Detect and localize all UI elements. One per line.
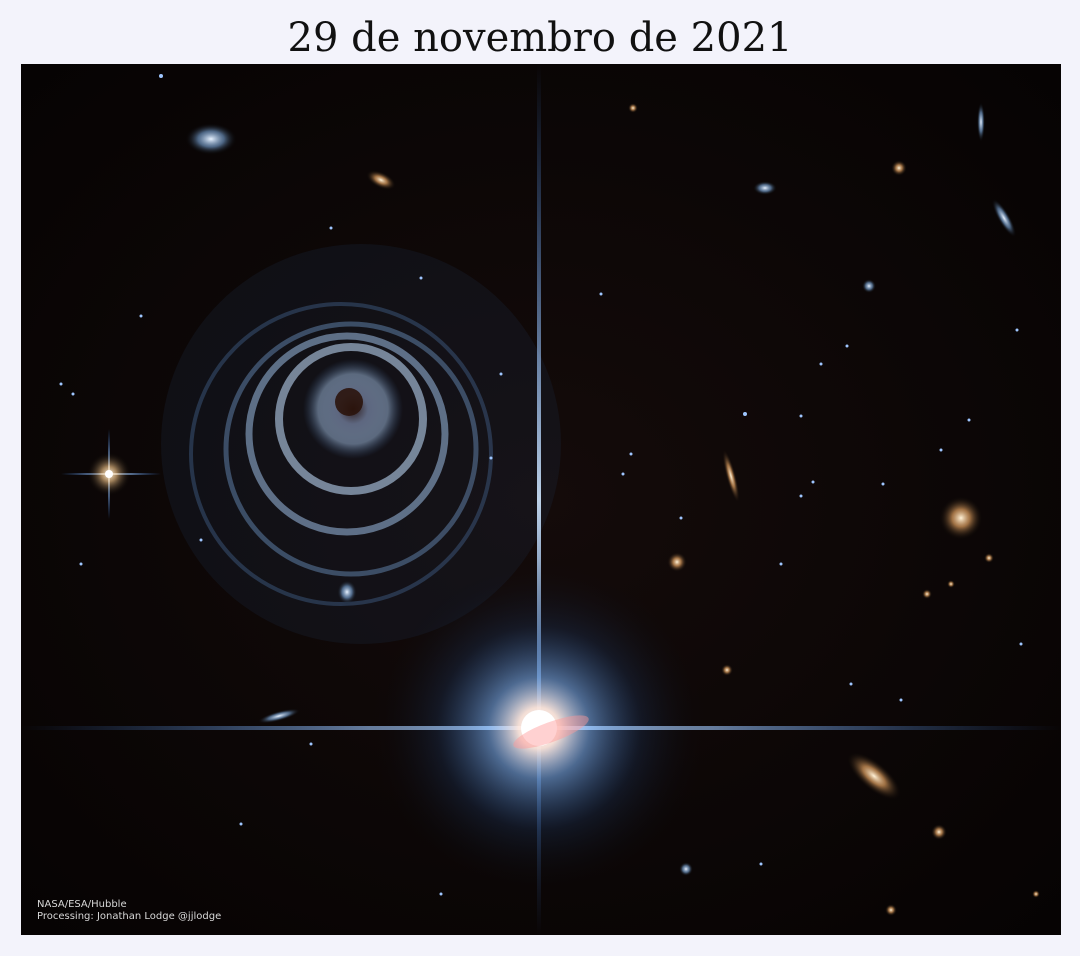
hubble-photo: NASA/ESA/Hubble Processing: Jonathan Lod… — [21, 64, 1061, 935]
image-credit: NASA/ESA/Hubble Processing: Jonathan Lod… — [37, 899, 221, 923]
small-stars — [59, 74, 1023, 896]
credit-line-2: Processing: Jonathan Lodge @jjlodge — [37, 911, 222, 922]
spiral-nebula — [161, 244, 561, 644]
background-galaxies — [185, 102, 1040, 916]
bright-star — [21, 64, 1061, 935]
space-scene — [21, 64, 1061, 935]
page-title: 29 de novembro de 2021 — [287, 15, 793, 61]
left-star — [61, 429, 161, 519]
credit-line-1: NASA/ESA/Hubble — [37, 899, 127, 910]
